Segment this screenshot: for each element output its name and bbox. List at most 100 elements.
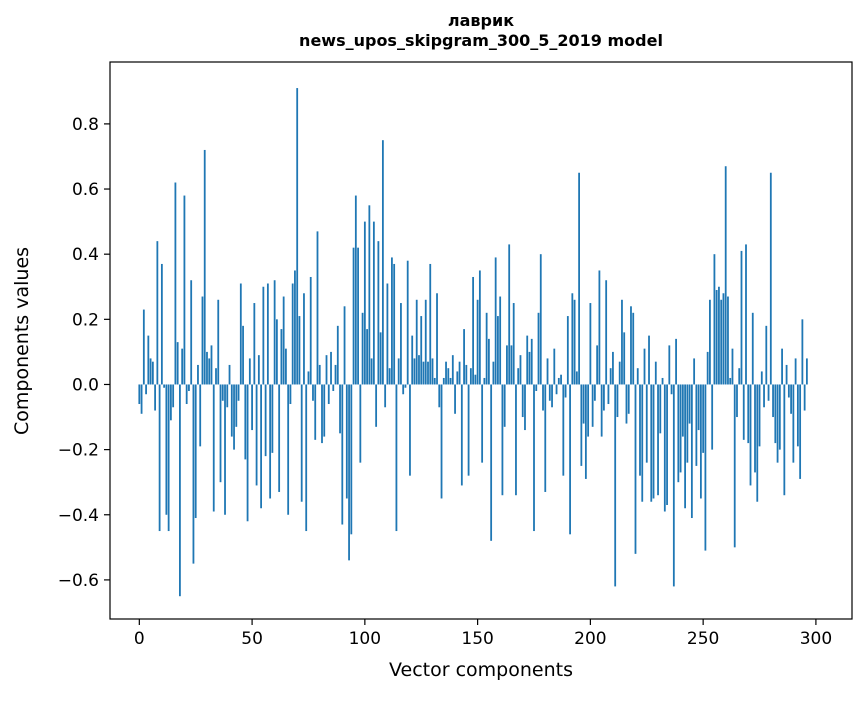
bar [469, 368, 472, 385]
bar [312, 384, 314, 401]
bar [386, 283, 389, 385]
bar [291, 283, 294, 385]
bar [666, 384, 668, 505]
bar [278, 384, 281, 492]
bar [749, 384, 752, 486]
bar [589, 303, 592, 385]
bar [242, 325, 244, 385]
y-tick-label: 0.6 [72, 180, 99, 200]
bar [233, 384, 235, 450]
bar [237, 384, 240, 401]
bar [185, 384, 188, 405]
bar [776, 384, 779, 463]
bar [368, 205, 371, 385]
bar [512, 303, 515, 385]
bar [436, 293, 438, 385]
bar [778, 384, 781, 450]
bar [206, 351, 208, 385]
bar [156, 241, 159, 385]
bar [271, 384, 274, 453]
bar [481, 384, 484, 463]
bar [679, 384, 682, 473]
bar [190, 280, 193, 385]
bar [321, 384, 323, 444]
bar [463, 329, 465, 385]
bar [587, 384, 590, 437]
bar [445, 361, 447, 385]
bar [542, 384, 544, 411]
bar [400, 303, 402, 385]
bar [393, 263, 396, 385]
bar [433, 377, 436, 385]
bar [521, 384, 524, 418]
bar [465, 364, 468, 385]
bar [733, 384, 736, 548]
bar [165, 384, 168, 515]
bar [255, 384, 258, 486]
bar [332, 384, 335, 391]
bar [327, 384, 330, 405]
bar [260, 384, 262, 509]
bar [501, 384, 504, 496]
bar [704, 384, 707, 551]
bar [348, 384, 350, 561]
bar [235, 384, 238, 427]
bar [738, 368, 741, 385]
bar [359, 384, 362, 463]
bar [167, 384, 170, 532]
bar [402, 384, 405, 395]
bar [224, 384, 226, 515]
bar [603, 384, 605, 411]
bar [366, 329, 368, 385]
bar [668, 345, 671, 385]
bar [686, 384, 689, 463]
bar [305, 384, 308, 532]
bar [208, 358, 211, 385]
bar [774, 384, 777, 444]
bar [781, 348, 783, 385]
bar [339, 384, 341, 434]
bar [769, 172, 772, 385]
bar [363, 221, 366, 385]
bar [765, 325, 768, 385]
bar [377, 241, 380, 385]
bar [677, 384, 680, 483]
bar [560, 374, 562, 385]
bar [600, 384, 603, 437]
y-axis-label: Components values [11, 247, 33, 435]
bar [799, 384, 802, 479]
bar [564, 384, 567, 398]
bar [273, 280, 276, 385]
bar [179, 384, 181, 597]
bar [510, 345, 513, 385]
bar [621, 299, 623, 385]
bar [612, 351, 614, 385]
bar [767, 384, 770, 401]
bar [323, 384, 326, 437]
bar [584, 384, 587, 479]
bar [449, 377, 452, 385]
bar [451, 355, 454, 385]
bar [244, 384, 247, 460]
bar [681, 384, 684, 437]
y-tick-label: 0.8 [72, 115, 99, 135]
bar [801, 319, 804, 385]
bar [508, 244, 511, 385]
bar [627, 384, 630, 414]
bar [616, 384, 619, 418]
bar [246, 384, 249, 522]
x-tick-label: 150 [461, 629, 493, 649]
bar [266, 283, 269, 385]
bar [262, 286, 265, 385]
bar [431, 358, 434, 385]
bar [618, 361, 621, 385]
bar [379, 332, 382, 385]
bar [722, 293, 725, 385]
bar [494, 257, 497, 385]
bar [805, 358, 808, 385]
bar [406, 260, 409, 385]
bar [503, 384, 506, 427]
x-tick-label: 50 [241, 629, 263, 649]
bar [478, 270, 481, 385]
bar [641, 384, 644, 502]
